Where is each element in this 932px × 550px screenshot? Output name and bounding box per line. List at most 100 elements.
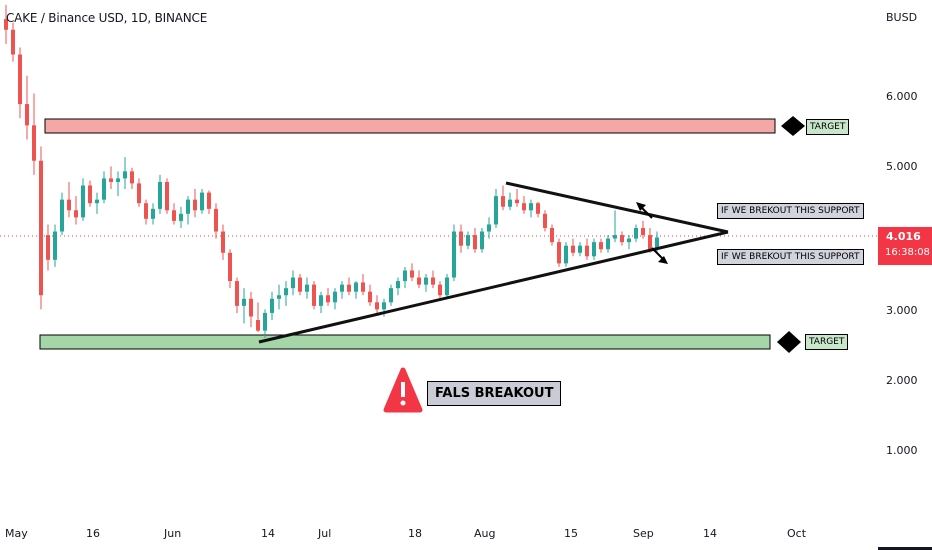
chart-title: CAKE / Binance USD, 1D, BINANCE [6, 11, 208, 25]
candle-body [466, 235, 470, 246]
target-label-top[interactable]: TARGET [806, 119, 850, 135]
candle-body [536, 203, 540, 214]
candle-body [655, 237, 659, 250]
candle [326, 288, 330, 306]
candle-body [32, 125, 36, 161]
candle [39, 146, 43, 310]
candle-body [487, 224, 491, 232]
candle-body [172, 210, 176, 221]
candle-body [228, 252, 232, 282]
candle [256, 302, 260, 333]
resistance-target-zone[interactable] [44, 118, 776, 134]
candle-body [291, 277, 295, 289]
candle [515, 189, 519, 207]
candle-body [417, 277, 421, 285]
candle [431, 270, 435, 289]
candle [207, 190, 211, 214]
candle [165, 178, 169, 214]
candle [277, 284, 281, 310]
candle [158, 174, 162, 214]
support-note-bottom[interactable]: IF WE BREKOUT THIS SUPPORT [717, 249, 864, 265]
candle-body [151, 208, 155, 219]
candle-body [326, 295, 330, 303]
candle-body [116, 178, 120, 182]
false-breakout-label[interactable]: FALS BREAKOUT [427, 381, 562, 406]
candle [193, 189, 197, 218]
candle [375, 295, 379, 313]
candle [347, 277, 351, 296]
candle [536, 201, 540, 218]
support-target-zone[interactable] [39, 334, 771, 350]
ascending-trendline[interactable] [258, 230, 729, 344]
candle-body [39, 160, 43, 296]
candle-body [606, 238, 610, 250]
candle [186, 196, 190, 225]
candle [137, 178, 141, 207]
candle [459, 224, 463, 253]
target-top-marker-icon [781, 116, 805, 136]
candle-body [592, 242, 596, 257]
candle [228, 249, 232, 289]
candle-body [200, 192, 204, 211]
candle-body [270, 298, 274, 313]
scrollbar-handle[interactable] [878, 547, 932, 550]
candle-body [347, 284, 351, 292]
candle-body [641, 227, 645, 236]
candle-body [25, 104, 29, 126]
support-note-top[interactable]: IF WE BREKOUT THIS SUPPORT [717, 203, 864, 219]
candle-body [438, 284, 442, 296]
breakout-arrow-down-icon [651, 247, 668, 264]
breakout-arrow-up-icon [636, 202, 653, 219]
candle-body [179, 213, 183, 221]
candle [88, 180, 92, 207]
candle-body [11, 29, 15, 55]
candle [417, 270, 421, 289]
x-tick-label: Sep [633, 527, 654, 540]
candle-body [550, 227, 554, 243]
candle-body [354, 282, 358, 292]
candle [270, 291, 274, 321]
target-label-bottom[interactable]: TARGET [805, 334, 849, 350]
price-axis[interactable]: 6.000 5.000 3.000 2.000 1.000 [886, 90, 918, 457]
candle-body [459, 231, 463, 246]
candle-body [389, 288, 393, 303]
candle-body [137, 183, 141, 204]
candle-body [424, 277, 428, 285]
candle-body [109, 178, 113, 182]
bar-countdown: 16:38:08 [885, 247, 930, 258]
candle [585, 238, 589, 260]
candles-layer [4, 4, 659, 338]
candle [522, 196, 526, 214]
candle-body [578, 245, 582, 253]
candle-body [221, 231, 225, 253]
candle-body [18, 54, 22, 105]
candle-body [186, 199, 190, 214]
descending-trendline[interactable] [505, 181, 729, 234]
candle-body [144, 203, 148, 219]
candle [340, 281, 344, 299]
candle [11, 22, 15, 62]
candle [242, 288, 246, 324]
candle [144, 199, 148, 225]
candle [172, 203, 176, 225]
candle-body [130, 171, 134, 184]
candle-body [501, 196, 505, 207]
candle [319, 291, 323, 313]
candle-body [305, 284, 309, 292]
candle [424, 274, 428, 292]
candle-body [333, 291, 337, 303]
candle [438, 281, 442, 299]
candle [613, 210, 617, 243]
x-tick-label: 16 [86, 527, 100, 540]
candle [494, 189, 498, 228]
candle-body [543, 213, 547, 228]
y-tick-label: 1.000 [886, 444, 918, 457]
time-axis[interactable]: May 16 Jun 14 Jul 18 Aug 15 Sep 14 Oct [5, 527, 807, 540]
last-price-tag: 4.016 16:38:08 [878, 227, 932, 265]
candle-body [81, 185, 85, 218]
candle-body [340, 284, 344, 292]
candle [95, 192, 99, 214]
x-tick-label: May [5, 527, 28, 540]
candle-body [277, 295, 281, 299]
